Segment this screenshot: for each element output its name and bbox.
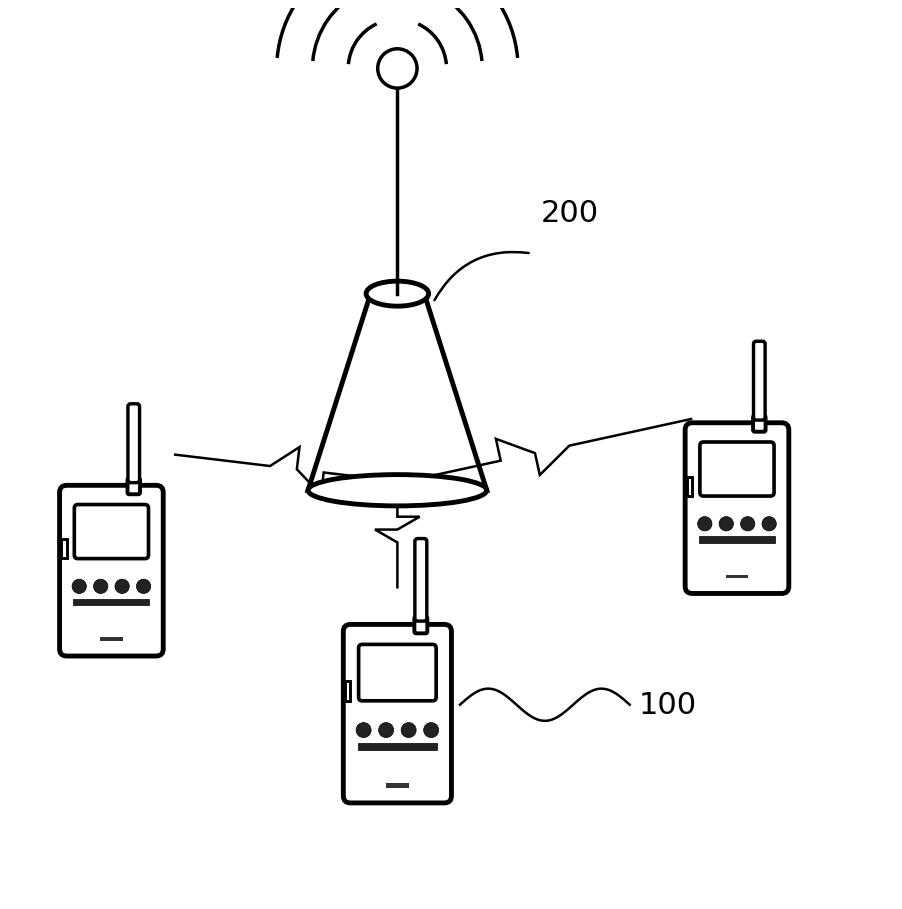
FancyBboxPatch shape: [753, 341, 765, 420]
Circle shape: [379, 723, 393, 737]
FancyBboxPatch shape: [414, 616, 428, 634]
Circle shape: [424, 723, 438, 737]
Circle shape: [741, 516, 755, 531]
Bar: [687, 477, 693, 495]
Circle shape: [697, 516, 712, 531]
Bar: [61, 539, 67, 558]
PathPatch shape: [308, 294, 487, 490]
Text: 200: 200: [540, 199, 599, 228]
FancyBboxPatch shape: [359, 644, 437, 701]
FancyBboxPatch shape: [753, 415, 766, 432]
Bar: [345, 681, 351, 701]
Circle shape: [719, 516, 733, 531]
FancyBboxPatch shape: [415, 538, 427, 621]
FancyBboxPatch shape: [344, 624, 451, 803]
Bar: [726, 574, 748, 578]
Circle shape: [72, 579, 87, 594]
Bar: [386, 784, 410, 787]
FancyBboxPatch shape: [128, 404, 140, 483]
Bar: [100, 637, 123, 641]
Ellipse shape: [308, 474, 487, 506]
Bar: [73, 599, 150, 605]
Bar: [699, 536, 775, 543]
FancyBboxPatch shape: [74, 504, 149, 559]
FancyBboxPatch shape: [700, 442, 774, 496]
Circle shape: [136, 579, 151, 594]
Ellipse shape: [366, 281, 428, 306]
Circle shape: [401, 723, 416, 737]
FancyBboxPatch shape: [127, 478, 140, 494]
Text: 100: 100: [639, 691, 696, 720]
Circle shape: [356, 723, 371, 737]
Circle shape: [378, 49, 417, 88]
FancyBboxPatch shape: [60, 485, 163, 656]
FancyBboxPatch shape: [686, 423, 789, 594]
Circle shape: [115, 579, 129, 594]
Circle shape: [762, 516, 777, 531]
FancyArrowPatch shape: [435, 252, 529, 300]
Bar: [357, 744, 437, 750]
Circle shape: [94, 579, 108, 594]
